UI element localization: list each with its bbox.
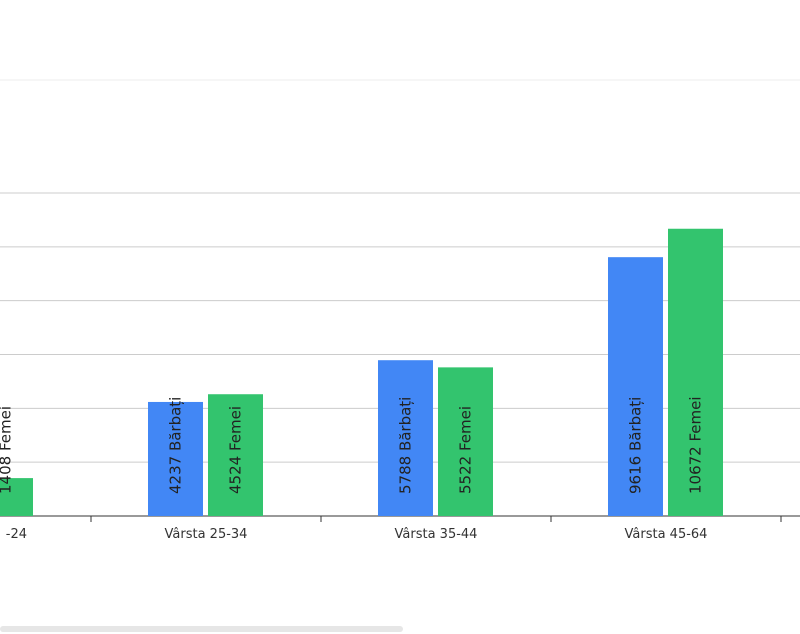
value-label: 10672 Femei [687,396,705,494]
bar [608,257,663,516]
x-tick-label: Vârsta 25-34 [165,527,248,542]
bar [378,360,433,516]
bar [0,478,33,516]
bar [438,367,493,516]
bar [668,228,723,516]
value-label: 9616 Bărbați [627,397,645,494]
scrollbar [0,626,403,632]
bar [148,401,203,516]
x-tick-label: Vârsta 45-64 [625,527,708,542]
bar [208,394,263,516]
value-label: 5788 Bărbați [397,397,415,494]
value-label: 4524 Femei [227,406,245,494]
value-label: 1408 Femei [0,406,15,494]
x-tick-label: Vârsta 35-44 [395,527,478,542]
x-tick-label: -24 [6,527,27,542]
value-label: 4237 Bărbați [167,397,185,494]
value-label: 5522 Femei [457,406,475,494]
